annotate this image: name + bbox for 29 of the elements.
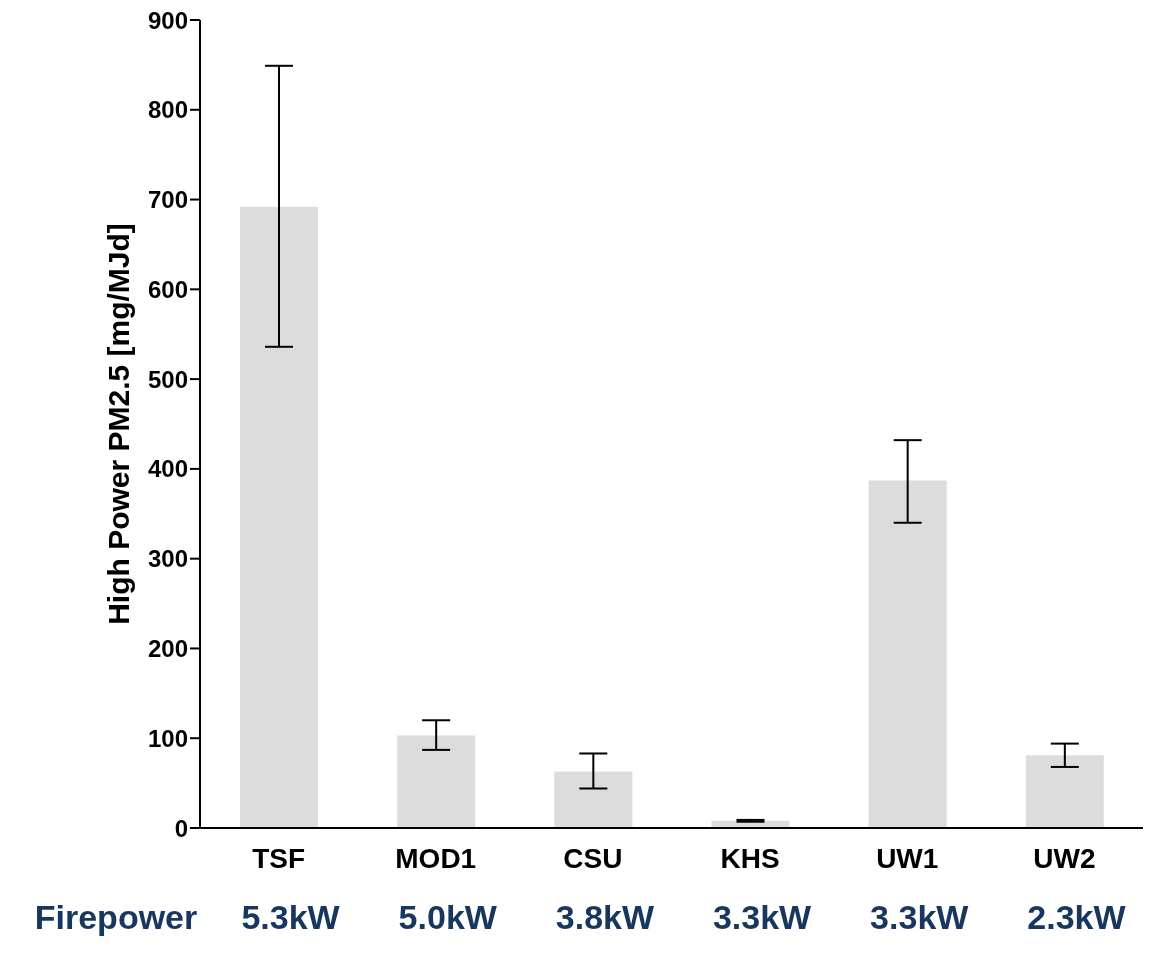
bar: [554, 771, 633, 828]
y-tick-label: 0: [174, 814, 188, 842]
text: 5.3kW: [241, 898, 340, 937]
text: 2.3kW: [1027, 898, 1126, 937]
text: 5.0kW: [398, 898, 497, 937]
y-tick-label: 800: [147, 96, 188, 124]
y-tick-label: 200: [147, 634, 188, 662]
bar: [868, 480, 947, 828]
x-tick-label: CSU: [563, 842, 623, 874]
y-tick-label: 600: [147, 275, 188, 303]
x-tick-label: UW2: [1033, 842, 1096, 874]
y-tick-label: 300: [147, 545, 188, 573]
text: 3.8kW: [555, 898, 655, 937]
x-tick-label: UW1: [876, 842, 939, 874]
x-tick-label: TSF: [252, 842, 306, 874]
text: 3.3kW: [712, 898, 812, 937]
y-tick-label: 100: [147, 724, 188, 752]
bar: [397, 735, 476, 828]
y-axis-title: High Power PM2.5 [mg/MJd]: [101, 223, 135, 625]
text: Firepower: [34, 898, 198, 937]
x-tick-label: KHS: [720, 842, 780, 874]
bar: [1025, 755, 1104, 828]
bar: [240, 206, 318, 828]
y-tick-label: 700: [147, 186, 188, 214]
y-tick-label: 400: [147, 455, 188, 483]
y-tick-label: 900: [147, 6, 188, 34]
y-tick-label: 500: [147, 365, 188, 393]
text: 3.3kW: [870, 898, 969, 937]
x-tick-label: MOD1: [395, 842, 477, 874]
